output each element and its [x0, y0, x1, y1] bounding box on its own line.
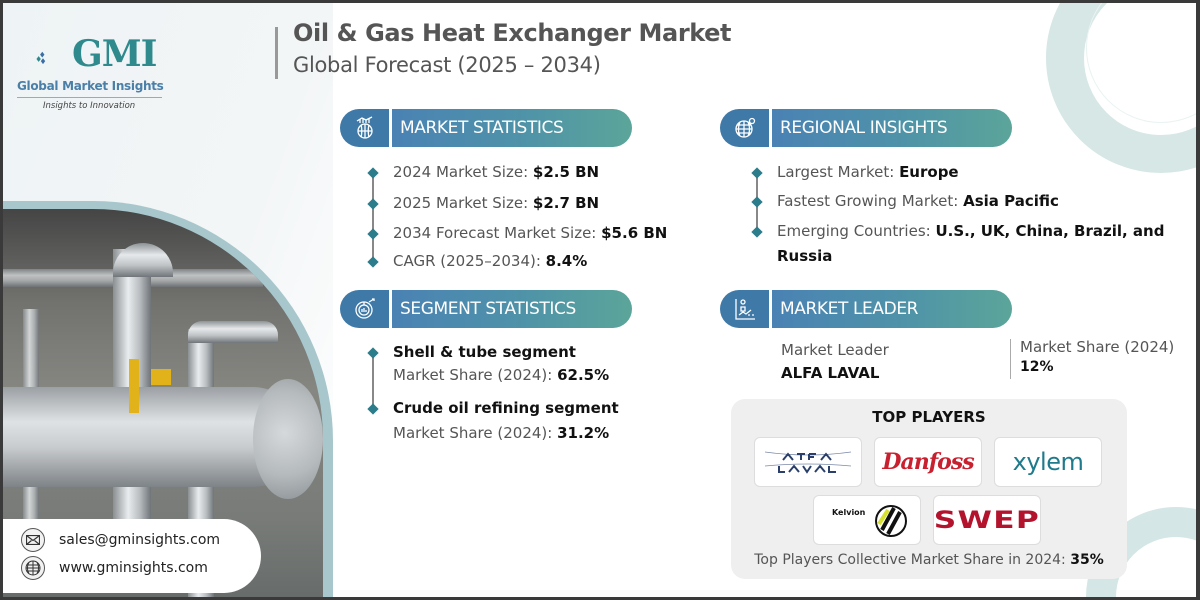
- leader-chart-icon: [720, 290, 772, 328]
- bullet-diamond-icon: [367, 256, 379, 268]
- logo-divider: [17, 97, 162, 98]
- xylem-wordmark: xylem: [1012, 448, 1084, 476]
- globe-icon: [21, 556, 45, 580]
- contact-card: sales@gminsights.com www.gminsights.com: [3, 519, 261, 593]
- envelope-icon: [21, 528, 45, 552]
- market-statistics-header: MARKET STATISTICS: [340, 109, 632, 147]
- segment-statistics-header: SEGMENT STATISTICS: [340, 290, 632, 328]
- title-accent-bar: [275, 27, 278, 79]
- xylem-logo[interactable]: xylem: [994, 437, 1102, 487]
- bullet-diamond-icon: [367, 403, 379, 415]
- bullet-diamond-icon: [367, 228, 379, 240]
- danfoss-logo[interactable]: Danfoss: [874, 437, 982, 487]
- brand-tagline: Insights to Innovation: [43, 101, 136, 111]
- market-leader-value: ALFA LAVAL: [781, 364, 880, 382]
- website-link[interactable]: www.gminsights.com: [21, 556, 208, 580]
- bullet-diamond-icon: [367, 198, 379, 210]
- kelvion-logo[interactable]: Kelvion: [813, 495, 921, 545]
- page-title: Oil & Gas Heat Exchanger Market: [293, 19, 732, 47]
- logo-text: GMI: [72, 33, 157, 75]
- market-statistics-list: 2024 Market Size: $2.5 BN 2025 Market Si…: [367, 163, 669, 273]
- top-players-share: Top Players Collective Market Share in 2…: [754, 552, 1104, 568]
- bullet-diamond-icon: [751, 226, 763, 238]
- regional-insights-list: Largest Market: Europe Fastest Growing M…: [751, 163, 1193, 273]
- alfa-laval-logo[interactable]: [754, 437, 862, 487]
- bullet-diamond-icon: [751, 167, 763, 179]
- market-leader-label: Market Leader: [781, 341, 889, 359]
- kelvion-wordmark: Kelvion: [832, 508, 866, 517]
- regional-insights-title: REGIONAL INSIGHTS: [772, 109, 1012, 147]
- email-link[interactable]: sales@gminsights.com: [21, 528, 220, 552]
- page-subtitle: Global Forecast (2025 – 2034): [293, 53, 601, 77]
- bullet-diamond-icon: [751, 196, 763, 208]
- heat-exchanger-photo: [3, 209, 323, 597]
- market-share-value: 12%: [1020, 359, 1054, 375]
- top-players-title: TOP PLAYERS: [872, 408, 986, 426]
- brand-name: Global Market Insights: [17, 79, 164, 93]
- bullet-diamond-icon: [367, 347, 379, 359]
- market-leader-header: MARKET LEADER: [720, 290, 1012, 328]
- kelvion-emblem-icon: [875, 505, 907, 537]
- market-statistics-title: MARKET STATISTICS: [392, 109, 632, 147]
- danfoss-wordmark: Danfoss: [882, 449, 974, 475]
- regional-insights-header: REGIONAL INSIGHTS: [720, 109, 1012, 147]
- segment-statistics-list: Shell & tube segment Market Share (2024)…: [367, 343, 669, 453]
- top-players-panel: TOP PLAYERS Danfoss xylem Kelvion: [731, 399, 1127, 579]
- swep-wordmark: SWEP: [933, 506, 1041, 534]
- gmi-diamond-icon: [36, 51, 46, 65]
- bullet-diamond-icon: [367, 167, 379, 179]
- globe-pin-icon: [720, 109, 772, 147]
- market-share-label: Market Share (2024): [1020, 338, 1175, 356]
- segment-statistics-title: SEGMENT STATISTICS: [392, 290, 632, 328]
- leader-divider: [1010, 339, 1011, 379]
- chart-globe-icon: [340, 109, 392, 147]
- pie-chart-icon: [340, 290, 392, 328]
- market-leader-title: MARKET LEADER: [772, 290, 1012, 328]
- swep-logo[interactable]: SWEP: [933, 495, 1041, 545]
